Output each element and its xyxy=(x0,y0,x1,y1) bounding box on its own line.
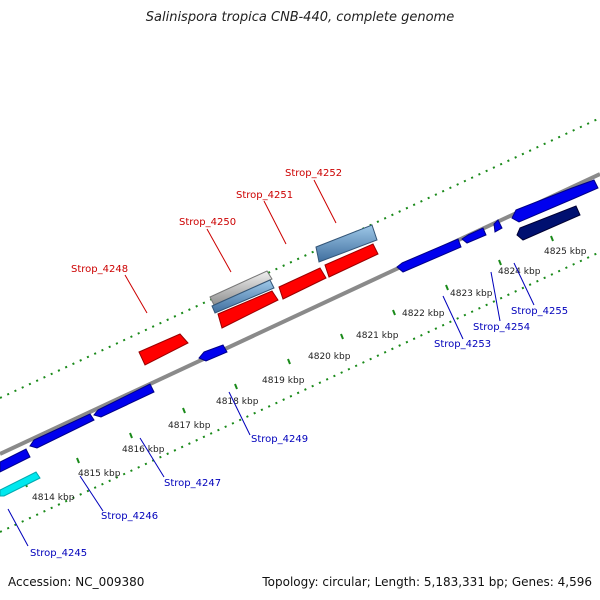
forward-genes xyxy=(138,224,379,366)
connector-strop-4255 xyxy=(513,262,535,306)
connector-strop-4249 xyxy=(228,391,251,436)
gene-label-strop-4248[interactable]: Strop_4248 xyxy=(71,264,128,275)
gene-label-strop-4253[interactable]: Strop_4253 xyxy=(434,339,491,350)
gene-strop-4254-a[interactable] xyxy=(461,227,487,244)
gene-label-strop-4255[interactable]: Strop_4255 xyxy=(511,306,568,317)
tick-label: 4822 kbp xyxy=(402,309,445,319)
gene-label-strop-4249[interactable]: Strop_4249 xyxy=(251,434,308,445)
gene-label-strop-4247[interactable]: Strop_4247 xyxy=(164,478,221,489)
gene-label-strop-4251[interactable]: Strop_4251 xyxy=(236,190,293,201)
tick-label: 4821 kbp xyxy=(356,331,399,341)
gene-strop-4250-c[interactable] xyxy=(217,290,279,329)
inner-scale-track xyxy=(0,251,600,533)
tick-label: 4816 kbp xyxy=(122,445,165,455)
tick-label: 4817 kbp xyxy=(168,421,211,431)
gene-strop-4245[interactable] xyxy=(0,471,41,497)
gene-strop-4247[interactable] xyxy=(93,383,155,418)
tick-label: 4823 kbp xyxy=(450,289,493,299)
connector-strop-4246 xyxy=(79,475,104,512)
gene-label-strop-4252[interactable]: Strop_4252 xyxy=(285,168,342,179)
outer-scale-track xyxy=(0,117,600,399)
gene-label-strop-4254[interactable]: Strop_4254 xyxy=(473,322,530,333)
tick-label: 4825 kbp xyxy=(544,247,587,257)
gene-strop-4256[interactable] xyxy=(511,179,599,223)
connector-strop-4251 xyxy=(263,200,287,245)
tick-label: 4815 kbp xyxy=(78,469,121,479)
tick-label: 4819 kbp xyxy=(262,376,305,386)
gene-strop-4254-b[interactable] xyxy=(493,219,503,233)
label-connectors xyxy=(7,179,535,547)
reverse-genes xyxy=(0,179,599,497)
connector-strop-4248 xyxy=(124,274,148,314)
map-title: Salinispora tropica CNB-440, complete ge… xyxy=(145,10,455,25)
connector-strop-4245 xyxy=(7,508,29,547)
genome-stats: Topology: circular; Length: 5,183,331 bp… xyxy=(262,575,592,589)
gene-strop-4252-b[interactable] xyxy=(324,243,379,278)
gene-strop-4248[interactable] xyxy=(138,333,189,366)
gene-strop-4244[interactable] xyxy=(0,448,31,473)
tick-label: 4814 kbp xyxy=(32,493,75,503)
tick-label: 4824 kbp xyxy=(498,267,541,277)
tick-label: 4820 kbp xyxy=(308,352,351,362)
gene-strop-4249[interactable] xyxy=(198,344,228,362)
connector-strop-4247 xyxy=(139,437,165,478)
gene-strop-4251[interactable] xyxy=(278,267,327,300)
gene-strop-4253[interactable] xyxy=(396,238,462,273)
connector-strop-4252 xyxy=(313,179,337,224)
gene-label-strop-4250[interactable]: Strop_4250 xyxy=(179,217,236,228)
accession-text: Accession: NC_009380 xyxy=(8,575,145,589)
tick-labels: 4814 kbp 4815 kbp 4816 kbp 4817 kbp 4818… xyxy=(32,247,587,503)
gene-strop-4250-b[interactable] xyxy=(211,279,275,314)
gene-label-strop-4246[interactable]: Strop_4246 xyxy=(101,511,158,522)
connector-strop-4254 xyxy=(490,271,501,322)
gene-strop-4252-a[interactable] xyxy=(315,224,378,263)
gene-label-strop-4245[interactable]: Strop_4245 xyxy=(30,548,87,559)
gene-strop-4255[interactable] xyxy=(516,205,581,241)
connector-strop-4253 xyxy=(442,295,464,340)
genome-backbone xyxy=(0,172,600,456)
connector-strop-4250 xyxy=(206,228,232,273)
gene-strop-4250-a[interactable] xyxy=(209,270,273,306)
tick-label: 4818 kbp xyxy=(216,397,259,407)
gene-strop-4246[interactable] xyxy=(29,413,95,449)
